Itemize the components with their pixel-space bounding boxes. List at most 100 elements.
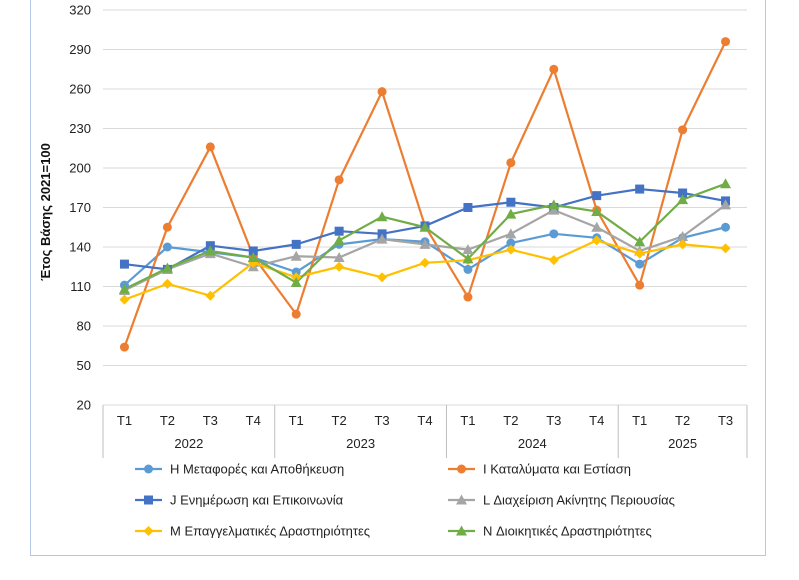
- y-tick-label: 260: [69, 82, 91, 97]
- legend-label: H Μεταφορές και Αποθήκευση: [170, 462, 344, 477]
- data-point-i: [721, 37, 731, 47]
- data-point-n: [118, 283, 130, 294]
- x-group-label: 2022: [174, 436, 203, 451]
- data-point-l: [505, 228, 517, 239]
- x-tick-label: T3: [546, 413, 561, 428]
- series-markers: [118, 37, 732, 352]
- x-tick-label: T1: [289, 413, 304, 428]
- data-point-j: [463, 203, 473, 212]
- legend: H Μεταφορές και Αποθήκευση I Καταλύματα κ…: [135, 462, 675, 539]
- data-point-n: [333, 234, 345, 245]
- legend-label: N Διοικητικές Δραστηριότητες: [483, 524, 652, 539]
- legend-label: M Επαγγελματικές Δραστηριότητες: [170, 524, 370, 539]
- data-point-l: [591, 221, 603, 232]
- data-point-i: [377, 87, 387, 97]
- x-group-label: 2025: [668, 436, 697, 451]
- data-point-h: [721, 222, 731, 232]
- data-point-m: [377, 272, 388, 283]
- data-point-j: [248, 246, 258, 256]
- data-point-i: [291, 309, 301, 319]
- data-point-m: [505, 244, 516, 255]
- data-point-j: [635, 184, 645, 194]
- data-point-h: [162, 242, 172, 252]
- legend-label: L Διαχείριση Ακίνητης Περιουσίας: [483, 493, 675, 508]
- data-point-j: [678, 188, 688, 198]
- legend-marker: [143, 526, 154, 536]
- data-point-n: [290, 277, 302, 288]
- data-point-m: [205, 290, 216, 301]
- data-point-i: [463, 292, 473, 302]
- y-tick-label: 230: [69, 121, 91, 136]
- data-point-n: [720, 178, 732, 189]
- data-point-j: [334, 226, 344, 236]
- chart-frame: [30, 0, 766, 556]
- series-lines: [123, 41, 727, 348]
- data-point-i: [205, 142, 215, 152]
- data-point-n: [462, 253, 474, 264]
- data-point-m: [420, 257, 430, 268]
- legend-marker: [456, 525, 467, 536]
- data-point-i: [119, 342, 129, 352]
- x-tick-label: T2: [160, 413, 175, 428]
- data-point-h: [463, 264, 473, 274]
- data-point-n: [161, 262, 173, 273]
- data-point-m: [677, 239, 688, 250]
- data-point-m: [162, 278, 173, 289]
- data-point-j: [291, 239, 301, 249]
- data-point-l: [290, 250, 302, 261]
- data-point-n: [376, 211, 388, 222]
- data-point-m: [720, 243, 731, 254]
- x-tick-label: T1: [632, 413, 647, 428]
- data-point-n: [204, 245, 216, 256]
- legend-marker: [144, 464, 153, 474]
- data-point-i: [162, 222, 172, 232]
- y-tick-label: 20: [77, 398, 91, 413]
- data-point-n: [505, 208, 517, 219]
- y-tick-label: 140: [69, 240, 91, 255]
- data-point-i: [678, 125, 688, 135]
- y-tick-label: 110: [70, 279, 91, 294]
- data-point-n: [548, 199, 560, 210]
- series-line-n: [123, 182, 726, 291]
- legend-item-l: L Διαχείριση Ακίνητης Περιουσίας: [448, 493, 675, 508]
- data-point-m: [591, 235, 602, 246]
- x-tick-label: T4: [417, 413, 432, 428]
- x-group-label: 2024: [518, 436, 547, 451]
- data-point-m: [548, 255, 559, 266]
- legend-item-m: M Επαγγελματικές Δραστηριότητες: [135, 524, 370, 539]
- data-point-l: [462, 244, 474, 255]
- data-point-m: [634, 248, 645, 259]
- data-point-l: [548, 204, 560, 215]
- x-tick-label: T1: [117, 413, 132, 428]
- data-point-h: [549, 229, 559, 239]
- data-point-i: [334, 175, 344, 185]
- legend-label: I Καταλύματα και Εστίαση: [483, 462, 631, 477]
- x-tick-label: T3: [374, 413, 389, 428]
- x-tick-label: T1: [460, 413, 475, 428]
- data-point-i: [635, 280, 645, 290]
- data-point-n: [591, 205, 603, 216]
- data-point-l: [720, 199, 732, 210]
- y-axis-ticks: 20 50 80 110 140 170 200 230 260 290 320: [69, 3, 91, 413]
- data-point-n: [247, 252, 259, 263]
- y-tick-label: 290: [69, 42, 91, 57]
- y-tick-label: 80: [77, 319, 91, 334]
- data-point-n: [419, 221, 431, 232]
- y-axis-label: Έτος Βάσης 2021=100: [38, 143, 53, 281]
- y-tick-label: 200: [69, 161, 91, 176]
- legend-item-i: I Καταλύματα και Εστίαση: [448, 462, 631, 477]
- y-tick-label: 170: [69, 200, 91, 215]
- legend-marker: [144, 495, 153, 505]
- gridlines: [103, 9, 747, 406]
- x-tick-label: T4: [246, 413, 261, 428]
- series-line-i: [123, 41, 727, 348]
- y-tick-label: 320: [69, 3, 91, 18]
- data-point-h: [635, 259, 645, 269]
- y-tick-label: 50: [77, 358, 91, 373]
- legend-marker: [456, 494, 467, 505]
- x-tick-label: T2: [332, 413, 347, 428]
- data-point-l: [376, 233, 388, 244]
- data-point-l: [677, 230, 689, 241]
- data-point-m: [334, 261, 345, 272]
